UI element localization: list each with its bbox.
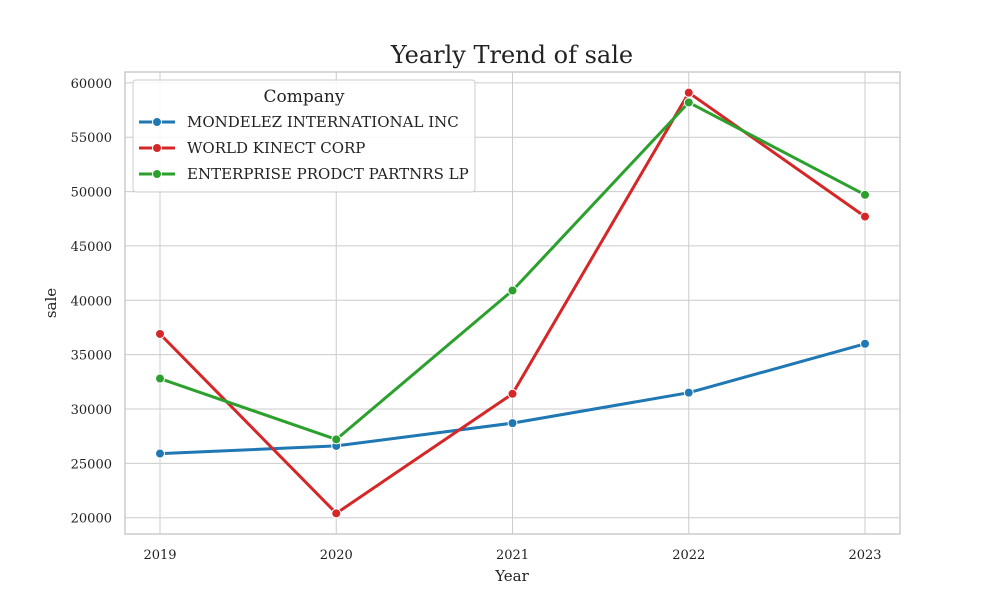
x-axis-label: Year (494, 567, 529, 585)
y-tick-label: 20000 (71, 512, 112, 527)
y-tick-label: 60000 (71, 77, 112, 92)
y-axis-ticks: 20000 25000 30000 35000 40000 45000 50000 55000… (71, 77, 112, 527)
y-tick-label: 40000 (71, 294, 112, 309)
y-axis-label: sale (42, 288, 60, 318)
legend-entry: MONDELEZ INTERNATIONAL INC (139, 113, 459, 131)
x-tick-label: 2019 (143, 548, 176, 563)
chart-title: Yearly Trend of sale (390, 41, 633, 69)
legend-entry: WORLD KINECT CORP (139, 139, 365, 157)
legend-label: WORLD KINECT CORP (187, 139, 365, 157)
x-axis-ticks: 2019 2020 2021 2022 2023 (143, 548, 881, 563)
data-point (860, 338, 870, 349)
legend-marker-swatch (152, 117, 162, 127)
legend-box (132, 79, 476, 193)
x-tick-label: 2021 (496, 548, 529, 563)
y-tick-label: 25000 (71, 457, 112, 472)
y-tick-label: 30000 (71, 403, 112, 418)
legend: Company MONDELEZ INTERNATIONAL INC WORLD … (132, 79, 476, 193)
y-tick-label: 45000 (71, 240, 112, 255)
data-point (683, 387, 694, 398)
data-point (683, 97, 694, 108)
data-point (860, 211, 870, 222)
legend-label: ENTERPRISE PRODCT PARTNRS LP (187, 165, 469, 183)
data-point (331, 434, 342, 445)
series-3 (155, 97, 870, 445)
legend-label: MONDELEZ INTERNATIONAL INC (187, 113, 459, 131)
series-1 (155, 338, 870, 459)
data-point (507, 418, 518, 429)
legend-entry: ENTERPRISE PRODCT PARTNRS LP (139, 165, 469, 183)
y-tick-label: 50000 (71, 186, 112, 201)
data-point (507, 285, 518, 296)
y-tick-label: 55000 (71, 131, 112, 146)
data-point (507, 388, 518, 399)
data-point (331, 508, 342, 519)
legend-title: Company (264, 87, 345, 107)
data-point (155, 448, 165, 459)
x-tick-label: 2023 (848, 548, 881, 563)
data-point (155, 373, 165, 384)
x-tick-label: 2020 (320, 548, 353, 563)
data-point (860, 189, 870, 200)
legend-marker-swatch (152, 143, 162, 153)
x-tick-label: 2022 (672, 548, 705, 563)
data-point (155, 328, 165, 339)
data-point (683, 87, 694, 98)
series (155, 87, 870, 519)
plot-frame (124, 71, 901, 535)
y-tick-label: 35000 (71, 349, 112, 364)
legend-marker-swatch (152, 169, 162, 179)
